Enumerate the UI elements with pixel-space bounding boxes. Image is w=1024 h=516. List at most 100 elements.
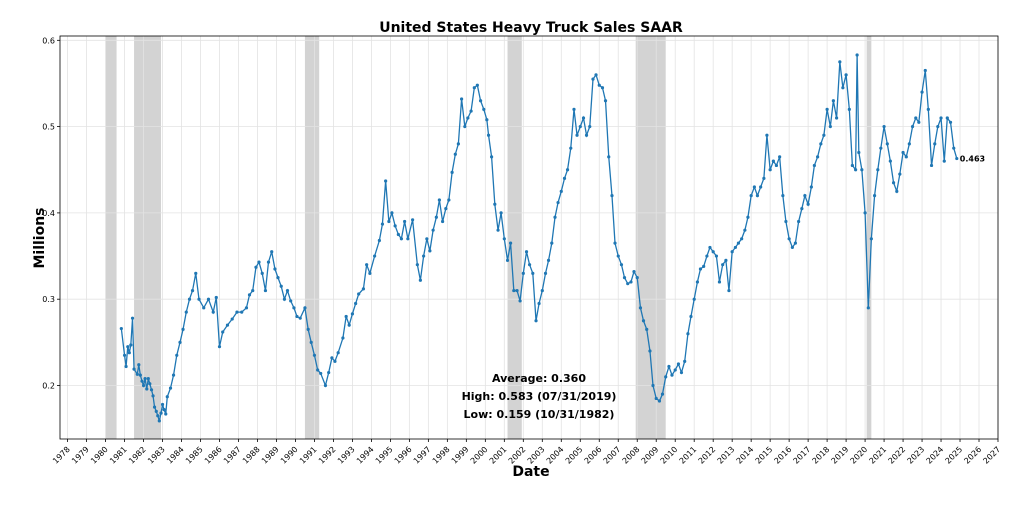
data-point xyxy=(162,408,166,412)
data-point xyxy=(743,228,747,232)
data-point xyxy=(717,280,722,284)
data-point xyxy=(787,237,791,241)
data-point xyxy=(135,372,139,376)
data-point xyxy=(289,299,293,303)
data-point xyxy=(146,376,150,381)
data-point xyxy=(749,194,753,198)
data-point xyxy=(955,156,959,161)
data-point xyxy=(505,258,510,262)
data-point xyxy=(187,297,192,301)
data-point xyxy=(148,382,152,386)
data-point xyxy=(377,238,381,243)
data-point xyxy=(119,326,123,331)
data-point xyxy=(206,297,211,301)
data-point xyxy=(149,388,154,392)
data-point xyxy=(784,219,788,224)
data-point xyxy=(453,152,457,156)
data-point xyxy=(885,142,889,146)
last-value-label: 0.463 xyxy=(960,155,985,164)
data-point xyxy=(132,367,136,371)
data-point xyxy=(463,125,467,129)
data-point xyxy=(165,395,169,399)
x-tick-label: 1978 xyxy=(51,445,72,466)
data-point xyxy=(641,319,646,323)
data-point xyxy=(540,288,544,293)
data-point xyxy=(844,73,848,77)
data-point xyxy=(683,359,687,363)
data-point xyxy=(181,327,185,332)
data-point xyxy=(384,179,388,183)
data-point xyxy=(755,194,760,198)
data-point xyxy=(327,370,331,375)
data-point xyxy=(282,297,287,301)
data-point xyxy=(502,237,506,241)
data-point xyxy=(863,211,867,215)
x-tick-label: 2015 xyxy=(754,445,775,466)
data-point xyxy=(629,280,633,284)
recession-band xyxy=(105,36,117,439)
y-axis-label: Millions xyxy=(32,207,48,268)
series-layer xyxy=(119,53,959,423)
data-point xyxy=(524,250,529,254)
data-point xyxy=(882,125,886,129)
x-tick-label: 2012 xyxy=(697,445,718,466)
data-point xyxy=(831,99,835,103)
data-point xyxy=(866,306,870,310)
data-point xyxy=(251,288,255,293)
high-annotation: High: 0.583 (07/31/2019) xyxy=(462,390,617,403)
data-point xyxy=(619,263,624,267)
data-point xyxy=(341,336,345,340)
data-point xyxy=(493,202,497,206)
data-point xyxy=(235,310,239,314)
x-tick-label: 1992 xyxy=(317,445,338,466)
y-tick-label: 0.5 xyxy=(42,123,55,132)
data-point xyxy=(292,306,296,310)
data-point xyxy=(431,228,435,232)
x-tick-label: 2025 xyxy=(944,445,965,466)
data-point xyxy=(733,245,737,250)
data-point xyxy=(857,150,861,155)
data-point xyxy=(790,245,794,250)
data-point xyxy=(923,68,927,73)
x-tick-label: 1986 xyxy=(203,445,224,466)
x-tick-label: 1979 xyxy=(70,445,91,466)
data-point xyxy=(942,159,946,163)
recession-band xyxy=(304,36,320,439)
data-point xyxy=(626,282,630,286)
data-point xyxy=(456,142,460,146)
data-point xyxy=(254,265,258,269)
data-point xyxy=(904,155,908,159)
data-point xyxy=(151,394,155,398)
data-point xyxy=(850,163,854,168)
data-point xyxy=(368,271,372,275)
data-point xyxy=(357,292,361,296)
data-point xyxy=(154,409,158,413)
data-point xyxy=(485,118,489,122)
data-point xyxy=(569,146,573,150)
data-point xyxy=(648,349,652,353)
data-point xyxy=(194,271,198,275)
data-point xyxy=(778,155,782,159)
data-point xyxy=(411,218,415,222)
data-point xyxy=(952,146,956,150)
data-point xyxy=(721,263,725,267)
data-point xyxy=(450,170,454,174)
x-tick-label: 1980 xyxy=(89,445,110,466)
x-tick-label: 1995 xyxy=(374,445,395,466)
data-point xyxy=(221,330,225,334)
data-point xyxy=(670,373,674,377)
x-tick-label: 2009 xyxy=(640,445,661,466)
data-point xyxy=(584,133,589,137)
data-point xyxy=(499,211,503,215)
data-point xyxy=(298,316,302,320)
data-point xyxy=(309,340,313,344)
data-point xyxy=(197,297,201,301)
recession-band xyxy=(635,36,666,439)
data-point xyxy=(559,189,563,193)
x-tick-label: 2007 xyxy=(602,445,623,466)
data-point xyxy=(838,60,842,64)
data-point xyxy=(736,241,741,245)
data-point xyxy=(702,264,706,269)
x-tick-label: 2027 xyxy=(981,445,1002,466)
data-point xyxy=(645,327,649,332)
